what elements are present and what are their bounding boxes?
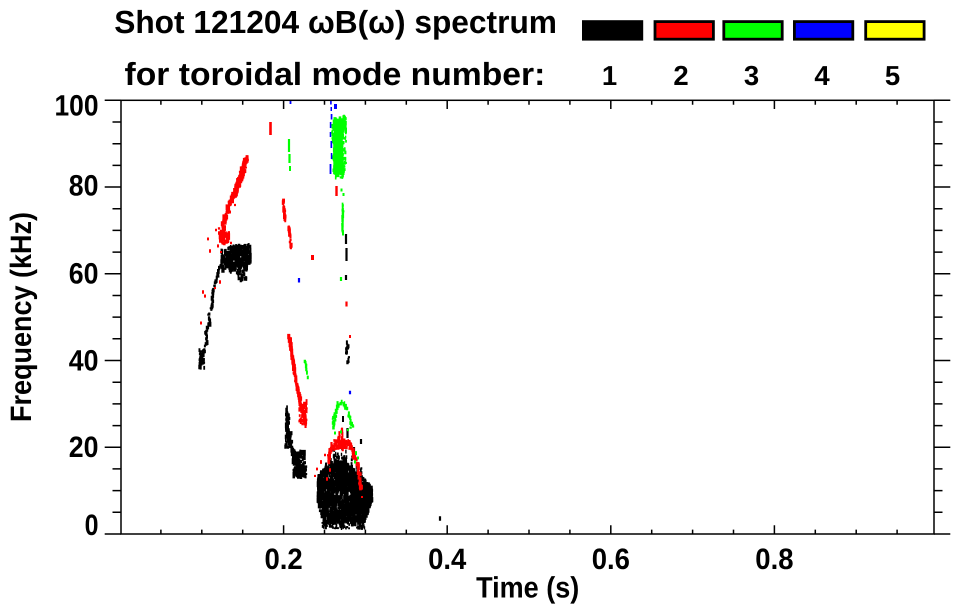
svg-text:for toroidal mode number:: for toroidal mode number: (125, 56, 546, 92)
svg-text:0.2: 0.2 (265, 543, 303, 576)
svg-text:2: 2 (673, 60, 688, 91)
svg-text:100: 100 (55, 90, 99, 123)
svg-text:0.8: 0.8 (755, 543, 793, 576)
svg-text:Shot 121204 ωB(ω) spectrum: Shot 121204 ωB(ω) spectrum (114, 4, 557, 40)
svg-text:0.6: 0.6 (592, 543, 630, 576)
svg-text:20: 20 (69, 431, 99, 464)
svg-text:Frequency (kHz): Frequency (kHz) (5, 212, 38, 422)
svg-text:3: 3 (744, 60, 759, 91)
svg-text:0.4: 0.4 (428, 543, 467, 576)
svg-text:60: 60 (69, 258, 99, 291)
svg-text:1: 1 (602, 60, 617, 91)
svg-text:80: 80 (69, 170, 99, 203)
svg-text:4: 4 (814, 60, 830, 91)
svg-text:Time (s): Time (s) (476, 571, 579, 604)
svg-text:5: 5 (885, 60, 900, 91)
svg-text:40: 40 (69, 345, 99, 378)
svg-text:0: 0 (85, 509, 99, 542)
